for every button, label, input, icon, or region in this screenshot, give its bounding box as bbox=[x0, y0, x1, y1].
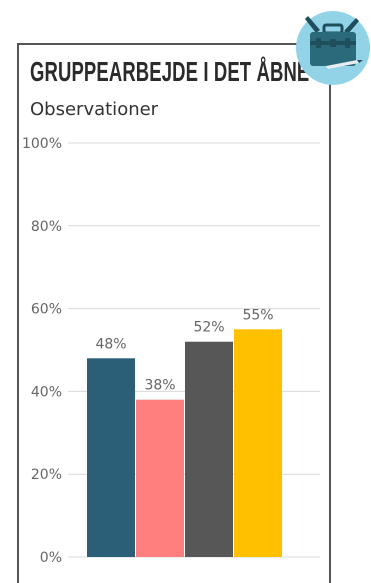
bar-value-label: 52% bbox=[193, 320, 224, 336]
bar bbox=[234, 329, 282, 557]
y-tick-label: 60% bbox=[31, 302, 62, 318]
briefcase-icon bbox=[305, 16, 363, 69]
bar bbox=[136, 400, 184, 557]
bars bbox=[87, 329, 282, 557]
bar bbox=[185, 342, 233, 557]
bar bbox=[87, 358, 135, 557]
briefcase-badge bbox=[296, 11, 370, 85]
y-axis-ticks: 0% 20% 40% 60% 80% 100% bbox=[22, 136, 62, 566]
bar-value-label: 38% bbox=[144, 378, 175, 394]
bar-value-label: 48% bbox=[95, 336, 126, 352]
y-tick-label: 0% bbox=[40, 550, 62, 566]
y-tick-label: 20% bbox=[31, 467, 62, 483]
y-tick-label: 80% bbox=[31, 219, 62, 235]
y-tick-label: 40% bbox=[31, 384, 62, 400]
bar-value-label: 55% bbox=[242, 307, 273, 323]
y-tick-label: 100% bbox=[22, 136, 62, 152]
